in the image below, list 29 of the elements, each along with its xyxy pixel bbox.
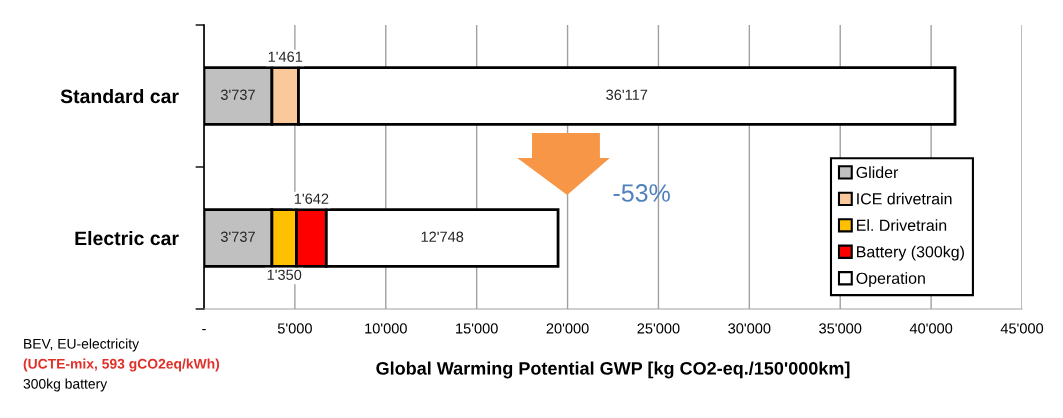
data-label: 1'350 <box>267 269 302 280</box>
text: (UCTE-mix, 593 gCO2eq/kWh) <box>23 358 220 372</box>
x-tick-label: 35'000 <box>819 323 862 334</box>
x-tick-label: 40'000 <box>909 323 953 334</box>
x-tick-label: 30'000 <box>728 323 771 334</box>
x-tick-label: 10'000 <box>365 323 407 334</box>
legend-label: El. Drivetrain <box>857 219 947 231</box>
x-tick-label: 20'000 <box>546 323 589 334</box>
x-tick-label: 25'000 <box>637 323 680 334</box>
text: 300kg battery <box>23 378 108 392</box>
y-tick-label: Standard car <box>60 88 179 104</box>
data-label: 36'117 <box>606 89 648 100</box>
data-label: 1'461 <box>268 51 303 62</box>
x-tick-label: 45'000 <box>1000 323 1044 334</box>
text: BEV, EU-electricity <box>24 338 140 352</box>
legend-label: Battery (300kg) <box>857 245 964 261</box>
legend-label: Operation <box>856 272 925 288</box>
x-axis-title: Global Warming Potential GWP [kg CO2-eq./150'000km] <box>376 361 850 379</box>
legend-label: Glider <box>856 166 899 179</box>
data-label: 1'642 <box>294 193 329 204</box>
y-tick-label: Electric car <box>75 230 179 246</box>
legend-label: ICE drivetrain <box>857 192 952 205</box>
data-label: 3'737 <box>220 89 255 100</box>
x-tick-label: 5'000 <box>277 323 312 334</box>
data-label: 3'737 <box>220 231 255 242</box>
x-tick-label: - <box>202 329 206 331</box>
x-tick-label: 15'000 <box>456 323 498 334</box>
annotation: -53% <box>613 184 670 202</box>
data-label: 12'748 <box>421 231 464 242</box>
